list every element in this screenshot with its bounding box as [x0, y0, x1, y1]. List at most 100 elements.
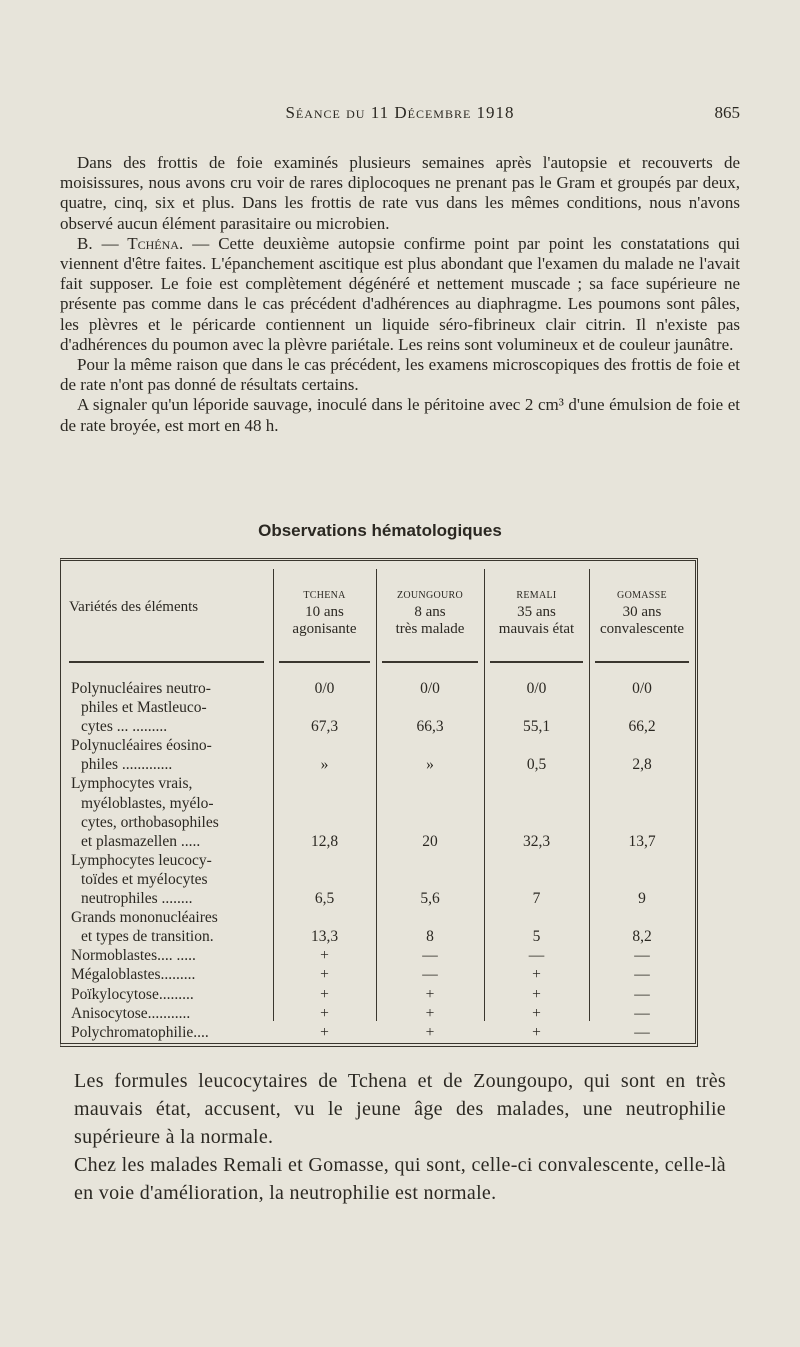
- cell-value: 55,1: [522, 718, 551, 736]
- row-label: Lymphocytes vrais,: [71, 775, 193, 793]
- cell-value: +: [425, 985, 435, 1003]
- cell-value: 5,6: [420, 890, 440, 908]
- row-label: et plasmazellen .....: [81, 832, 201, 850]
- cell-value: 9: [638, 890, 646, 908]
- table-row-line: Mégaloblastes......... + — + —: [61, 965, 695, 984]
- paragraph: Dans des frottis de foie examinés plusie…: [60, 153, 740, 233]
- column-state: mauvais état: [498, 621, 575, 637]
- table-row-line: cytes, orthobasophiles: [61, 813, 695, 832]
- running-header: Séance du 11 Décembre 1918 865: [60, 103, 740, 127]
- column-header: GOMASSE 30 ans convalescente: [589, 587, 695, 638]
- row-label: neutrophiles ........: [81, 890, 193, 908]
- cell-value: +: [320, 947, 329, 965]
- table-row-line: Anisocytose........... + + + —: [61, 1004, 695, 1023]
- divider: [490, 661, 583, 663]
- label-column-header: Variétés des éléments: [69, 599, 199, 615]
- column-age: 10 ans: [305, 604, 344, 620]
- divider: [382, 661, 478, 663]
- cell-value: +: [320, 966, 329, 984]
- column-age: 35 ans: [517, 604, 556, 620]
- paragraph: Pour la même raison que dans le cas préc…: [60, 355, 740, 395]
- cell-value: +: [320, 1023, 329, 1041]
- unit-label: 0/0: [314, 680, 335, 697]
- row-label: toïdes et myélocytes: [81, 870, 208, 888]
- divider: [279, 661, 370, 663]
- divider: [595, 661, 689, 663]
- column-name: REMALI: [516, 590, 557, 601]
- cell-value: —: [634, 1023, 650, 1041]
- conclusion-text: Les formules leucocytaires de Tchena et …: [74, 1067, 726, 1207]
- cell-value: —: [634, 1004, 650, 1022]
- column-name: TCHENA: [303, 590, 346, 601]
- cell-value: +: [425, 1004, 435, 1022]
- table-row-line: et plasmazellen ..... 12,8 20 32,3 13,7: [61, 832, 695, 851]
- row-label: Polynucléaires neutro-: [71, 680, 211, 697]
- table-row-line: philes ............. » » 0,5 2,8: [61, 755, 695, 774]
- section-lead: B. — Tchéna.: [77, 233, 184, 253]
- unit-label: 0/0: [526, 680, 547, 697]
- paragraph: Chez les malades Remali et Gomasse, qui …: [74, 1154, 726, 1204]
- table-row-line: et types de transition. 13,3 8 5 8,2: [61, 927, 695, 946]
- page-number: 865: [714, 103, 741, 122]
- cell-value: 0,5: [526, 756, 547, 774]
- cell-value: —: [634, 985, 650, 1003]
- cell-value: 20: [422, 832, 438, 850]
- paragraph: A signaler qu'un léporide sauvage, inocu…: [60, 395, 740, 435]
- cell-value: —: [528, 947, 545, 965]
- column-header: ZOUNGOURO 8 ans très malade: [376, 587, 484, 638]
- cell-value: 32,3: [522, 832, 551, 850]
- cell-value: +: [320, 985, 329, 1003]
- table-title: Observations hématologiques: [258, 521, 502, 540]
- row-label: philes et Mastleuco-: [81, 699, 207, 717]
- row-label: Polynucléaires éosino-: [71, 737, 212, 755]
- cell-value: 7: [532, 890, 541, 908]
- table-row-line: cytes ... ......... 67,3 66,3 55,1 66,2: [61, 717, 695, 736]
- body-text: Dans des frottis de foie examinés plusie…: [60, 153, 740, 436]
- column-divider: [484, 569, 485, 1021]
- row-label: myéloblastes, myélo-: [81, 794, 214, 812]
- cell-value: 2,8: [632, 756, 652, 774]
- cell-value: 13,7: [628, 832, 656, 850]
- table-row-line: philes et Mastleuco-: [61, 698, 695, 717]
- column-divider: [376, 569, 377, 1021]
- divider: [69, 661, 264, 663]
- cell-value: —: [422, 947, 438, 965]
- column-name: ZOUNGOURO: [396, 590, 464, 601]
- table-row-line: Grands mononucléaires: [61, 908, 695, 927]
- cell-value: »: [320, 756, 329, 774]
- column-age: 8 ans: [414, 604, 446, 620]
- table-row-line: Polynucléaires éosino-: [61, 736, 695, 755]
- cell-value: 13,3: [310, 928, 339, 946]
- column-header: TCHENA 10 ans agonisante: [273, 587, 376, 638]
- table-row-line: Polychromatophilie.... + + + —: [61, 1023, 695, 1042]
- row-label: philes .............: [81, 756, 173, 774]
- cell-value: 8: [426, 928, 434, 946]
- column-name: GOMASSE: [617, 590, 667, 601]
- cell-value: 8,2: [632, 928, 652, 946]
- table-row-line: Lymphocytes leucocy-: [61, 851, 695, 870]
- table-row-line: Poïkylocytose......... + + + —: [61, 985, 695, 1004]
- cell-value: —: [634, 947, 650, 965]
- cell-value: +: [532, 966, 541, 984]
- paragraph: B. — Tchéna. — Cette deuxième autopsie c…: [60, 233, 741, 354]
- unit-label: 0/0: [420, 680, 440, 697]
- table-row-line: Normoblastes.... ..... + — — —: [61, 946, 695, 965]
- cell-value: +: [425, 1023, 435, 1041]
- unit-label: 0/0: [632, 680, 652, 697]
- header-title: Séance du 11 Décembre 1918: [285, 103, 515, 122]
- cell-value: 67,3: [310, 718, 339, 736]
- row-label: Lymphocytes leucocy-: [71, 851, 212, 869]
- row-label: et types de transition.: [81, 928, 214, 946]
- cell-value: —: [422, 966, 438, 984]
- cell-value: +: [532, 985, 541, 1003]
- row-label: Anisocytose...........: [71, 1004, 191, 1022]
- cell-value: —: [634, 966, 650, 984]
- cell-value: 66,2: [628, 718, 656, 736]
- column-state: convalescente: [599, 621, 685, 637]
- row-label: cytes, orthobasophiles: [81, 813, 219, 831]
- column-divider: [589, 569, 590, 1021]
- row-label: Polychromatophilie....: [71, 1023, 209, 1041]
- column-state: très malade: [395, 621, 465, 637]
- row-label: Normoblastes.... .....: [71, 947, 196, 965]
- cell-value: 12,8: [310, 832, 339, 850]
